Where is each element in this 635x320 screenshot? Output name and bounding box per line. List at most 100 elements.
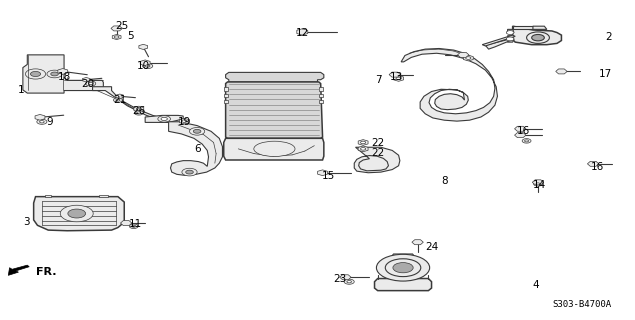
Circle shape [525,140,528,142]
Text: 9: 9 [47,117,53,127]
Circle shape [385,259,421,276]
Polygon shape [224,94,227,97]
Polygon shape [340,275,351,280]
Polygon shape [169,122,222,175]
Text: FR.: FR. [36,267,56,277]
Polygon shape [319,100,323,103]
Text: 15: 15 [323,171,335,181]
Circle shape [51,72,58,76]
Circle shape [143,63,153,68]
Text: 20: 20 [81,78,95,89]
Text: 2: 2 [606,32,612,42]
Circle shape [347,281,351,283]
Text: 11: 11 [129,219,142,229]
Text: 3: 3 [23,217,29,227]
Text: 19: 19 [178,117,191,127]
Text: 14: 14 [533,180,546,190]
Polygon shape [112,35,121,40]
Polygon shape [507,36,514,42]
Polygon shape [83,77,90,82]
Text: 7: 7 [375,75,382,85]
Circle shape [116,99,120,101]
Polygon shape [319,94,323,97]
Circle shape [189,127,204,135]
Polygon shape [180,118,189,124]
Polygon shape [111,26,123,31]
Polygon shape [224,87,227,91]
Polygon shape [375,278,432,291]
Text: 1: 1 [18,85,24,95]
Circle shape [536,183,540,185]
Circle shape [60,205,93,222]
Text: S303-B4700A: S303-B4700A [552,300,611,308]
Circle shape [137,108,142,110]
Polygon shape [482,35,515,46]
Polygon shape [99,195,109,197]
Circle shape [47,70,62,78]
Text: 23: 23 [333,274,347,284]
Text: 25: 25 [116,21,129,31]
Circle shape [114,36,119,38]
Circle shape [86,81,96,86]
Circle shape [526,32,549,44]
Circle shape [522,139,531,143]
Circle shape [193,129,201,133]
Polygon shape [458,52,469,57]
Circle shape [531,35,544,41]
Circle shape [158,116,171,122]
Polygon shape [23,55,104,93]
Polygon shape [512,26,561,45]
Polygon shape [587,161,599,166]
Polygon shape [533,26,547,29]
Polygon shape [225,82,323,138]
Polygon shape [134,106,144,112]
Circle shape [88,82,93,85]
Polygon shape [121,220,132,226]
Text: 17: 17 [599,69,612,79]
Polygon shape [116,94,124,99]
Circle shape [25,69,46,79]
Polygon shape [140,60,150,66]
Polygon shape [556,69,567,74]
Polygon shape [225,72,324,82]
Text: 12: 12 [296,28,309,37]
Text: 18: 18 [57,72,70,82]
Circle shape [135,111,144,115]
Circle shape [185,170,193,174]
Polygon shape [354,147,400,173]
Circle shape [39,121,44,123]
Circle shape [182,168,197,176]
Polygon shape [532,180,544,185]
Circle shape [533,182,542,186]
Polygon shape [394,76,403,81]
Text: 22: 22 [371,139,385,148]
Circle shape [393,263,413,273]
Circle shape [361,148,366,150]
Polygon shape [34,197,124,231]
Circle shape [344,279,354,284]
Polygon shape [389,72,401,77]
Polygon shape [358,146,368,152]
Circle shape [137,112,141,114]
Circle shape [161,117,168,121]
Polygon shape [45,195,51,197]
Text: 16: 16 [517,126,530,136]
Polygon shape [8,265,29,275]
Circle shape [30,71,41,76]
Polygon shape [485,38,512,49]
Circle shape [130,224,138,228]
Polygon shape [392,254,414,260]
Polygon shape [514,133,526,138]
Text: 5: 5 [127,31,134,41]
Circle shape [506,31,514,35]
Polygon shape [512,26,533,29]
Circle shape [465,57,471,59]
Polygon shape [514,126,526,131]
Circle shape [145,65,150,67]
Polygon shape [139,44,148,50]
Circle shape [396,77,401,80]
Polygon shape [93,87,169,123]
Circle shape [377,254,430,281]
Circle shape [182,120,187,123]
Text: 13: 13 [390,72,403,82]
